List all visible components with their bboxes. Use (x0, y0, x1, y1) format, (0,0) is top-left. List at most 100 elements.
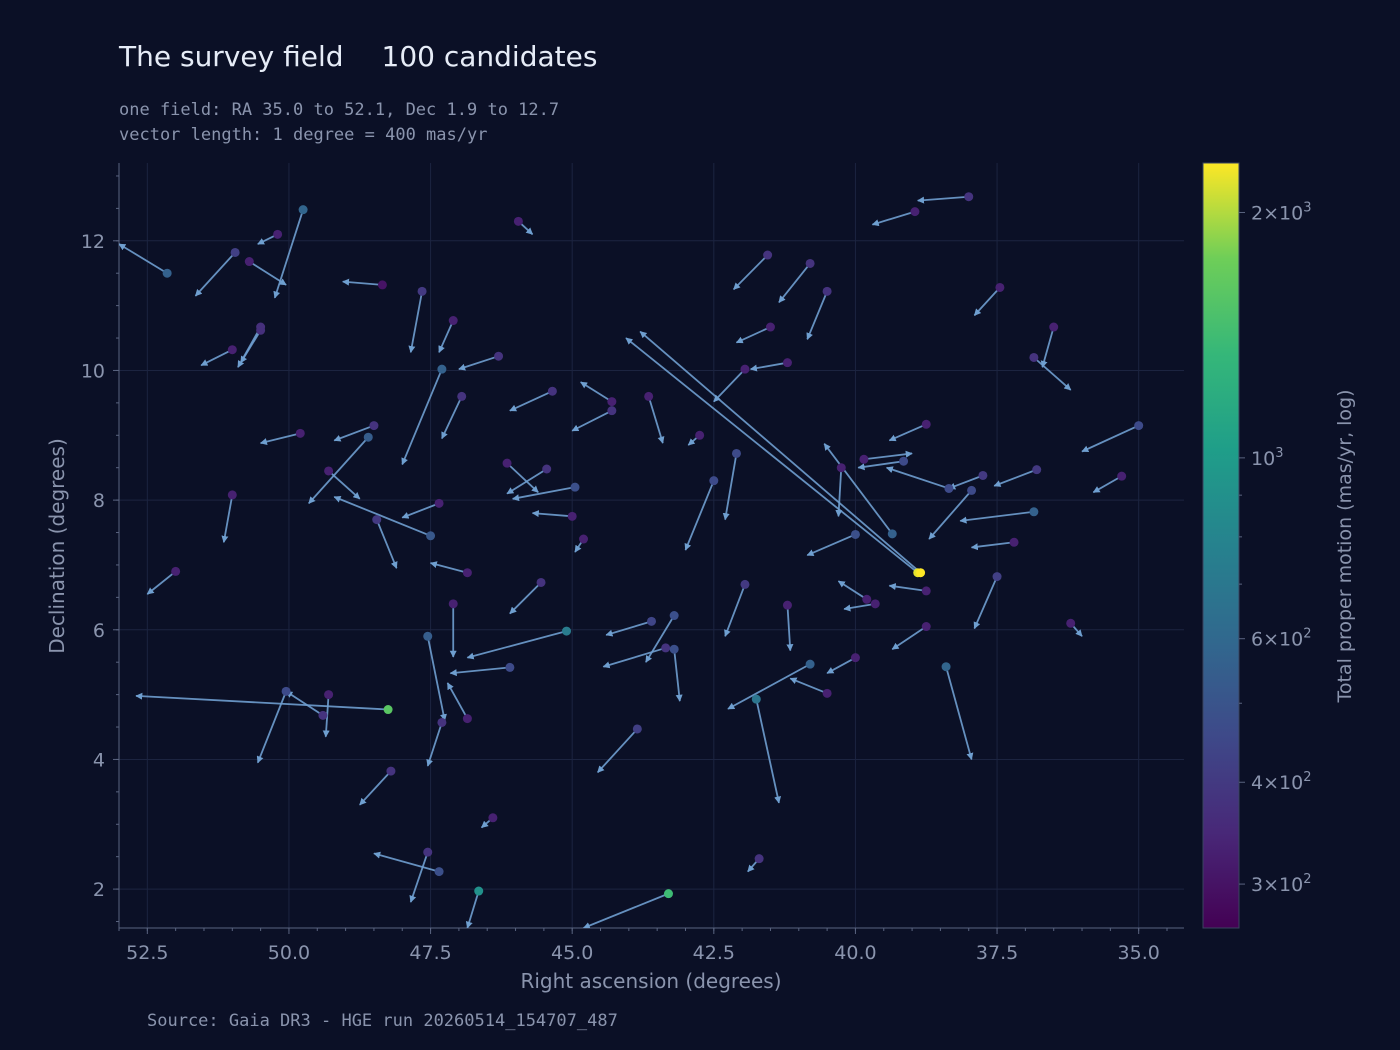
candidate-point (1134, 421, 1144, 431)
candidate-point (417, 286, 427, 296)
candidate-point (782, 358, 792, 368)
proper-motion-vector (806, 533, 856, 557)
candidate-point (647, 616, 656, 626)
candidate-point (369, 421, 379, 431)
candidate-point (434, 498, 444, 508)
proper-motion-vector (823, 443, 893, 535)
candidate-point (944, 483, 954, 493)
proper-motion-vector (888, 583, 927, 592)
colorbar-ticks: 2×103 103 6×102 4×102 3×102 (1239, 200, 1311, 896)
proper-motion-vector (639, 330, 922, 574)
colorbar-tick-label: 6×102 (1251, 627, 1311, 651)
colorbar: 2×103 103 6×102 4×102 3×102 Total proper mot… (1202, 162, 1356, 929)
proper-motion-vector (333, 424, 375, 442)
candidate-point (227, 490, 237, 500)
proper-motion-vector (375, 519, 398, 569)
proper-motion-vector (948, 474, 984, 490)
candidate-point (324, 690, 334, 700)
proper-motion-vector (458, 355, 499, 371)
proper-motion-vector (449, 666, 510, 677)
proper-motion-vector (401, 368, 443, 466)
candidate-point (281, 686, 291, 696)
candidate-point (921, 622, 931, 632)
proper-motion-vector (248, 260, 287, 286)
colorbar-tick-label: 3×102 (1251, 872, 1311, 896)
proper-motion-vector (835, 467, 843, 518)
candidate-point (910, 207, 920, 217)
proper-motion-vector (684, 480, 715, 551)
proper-motion-vector (429, 561, 468, 574)
candidate-point (547, 386, 557, 396)
candidate-point (386, 766, 396, 776)
x-tick-label: 47.5 (409, 942, 451, 964)
proper-motion-vector (240, 329, 262, 364)
proper-motion-vector (843, 602, 876, 612)
axes: 52.5 50.0 47.5 45.0 42.5 40.0 37.5 35.0 2 4 6 8 10 12 (81, 163, 1184, 964)
candidate-point (836, 463, 846, 473)
proper-motion-vector (891, 625, 927, 650)
candidate-point (567, 511, 577, 521)
x-tick-label: 50.0 (268, 942, 310, 964)
x-tick-label: 35.0 (1118, 942, 1160, 964)
proper-motion-vector (647, 396, 665, 444)
candidate-point (663, 889, 673, 899)
y-tick-label: 2 (93, 879, 105, 901)
proper-motion-vector (531, 510, 573, 518)
candidate-point (363, 432, 373, 442)
proper-motion-vector (506, 462, 539, 493)
proper-motion-vector (945, 666, 974, 761)
candidate-point (805, 258, 815, 268)
proper-motion-vector (928, 489, 973, 540)
proper-motion-vector (373, 851, 440, 873)
proper-motion-vector (1081, 424, 1140, 453)
candidate-point (765, 322, 775, 332)
proper-motion-vector (506, 468, 548, 495)
proper-motion-vector (426, 636, 447, 722)
proper-motion-vector (1040, 326, 1055, 368)
x-tick-label: 52.5 (126, 942, 168, 964)
candidate-point (754, 854, 764, 864)
candidate-point (494, 351, 504, 361)
candidate-point (607, 397, 617, 407)
candidate-point (1029, 507, 1039, 517)
x-tick-label: 45.0 (551, 942, 593, 964)
proper-motion-vector (1092, 475, 1123, 494)
candidate-point (171, 566, 181, 576)
candidate-points (162, 192, 1144, 899)
source-note: Source: Gaia DR3 - HGE run 20260514_1547… (147, 1011, 618, 1031)
proper-motion-vector (602, 647, 666, 669)
y-tick-label: 12 (81, 231, 105, 253)
colorbar-tick-label: 2×103 (1251, 200, 1311, 224)
candidate-point (227, 345, 237, 355)
y-tick-label: 6 (93, 620, 105, 642)
x-tick-label: 40.0 (834, 942, 876, 964)
candidate-point (423, 847, 433, 857)
candidate-point (916, 568, 926, 578)
candidate-point (740, 579, 750, 589)
y-tick-label: 4 (93, 749, 105, 771)
candidate-point (661, 643, 671, 653)
candidate-point (434, 867, 444, 877)
proper-motion-vectors (119, 195, 1140, 928)
y-tick-label: 10 (81, 360, 105, 382)
proper-motion-vector (749, 361, 788, 372)
proper-motion-vector (786, 605, 794, 652)
candidate-point (536, 577, 546, 587)
candidate-point (437, 717, 447, 727)
proper-motion-vector (973, 286, 1001, 316)
proper-motion-vector (863, 450, 913, 461)
chart-title: The survey field 100 candidates (119, 40, 597, 73)
candidate-point (1032, 465, 1042, 475)
candidate-point (1066, 618, 1076, 628)
candidate-point (862, 594, 872, 604)
candidate-point (870, 599, 880, 609)
proper-motion-vector (973, 576, 998, 630)
colorbar-tick-label: 4×102 (1251, 770, 1311, 794)
proper-motion-vector (509, 581, 542, 615)
proper-motion-vector (826, 656, 856, 675)
proper-motion-vector (580, 381, 613, 403)
candidate-point (978, 470, 988, 480)
y-tick-label: 8 (93, 490, 105, 512)
proper-motion-vector (308, 436, 369, 504)
